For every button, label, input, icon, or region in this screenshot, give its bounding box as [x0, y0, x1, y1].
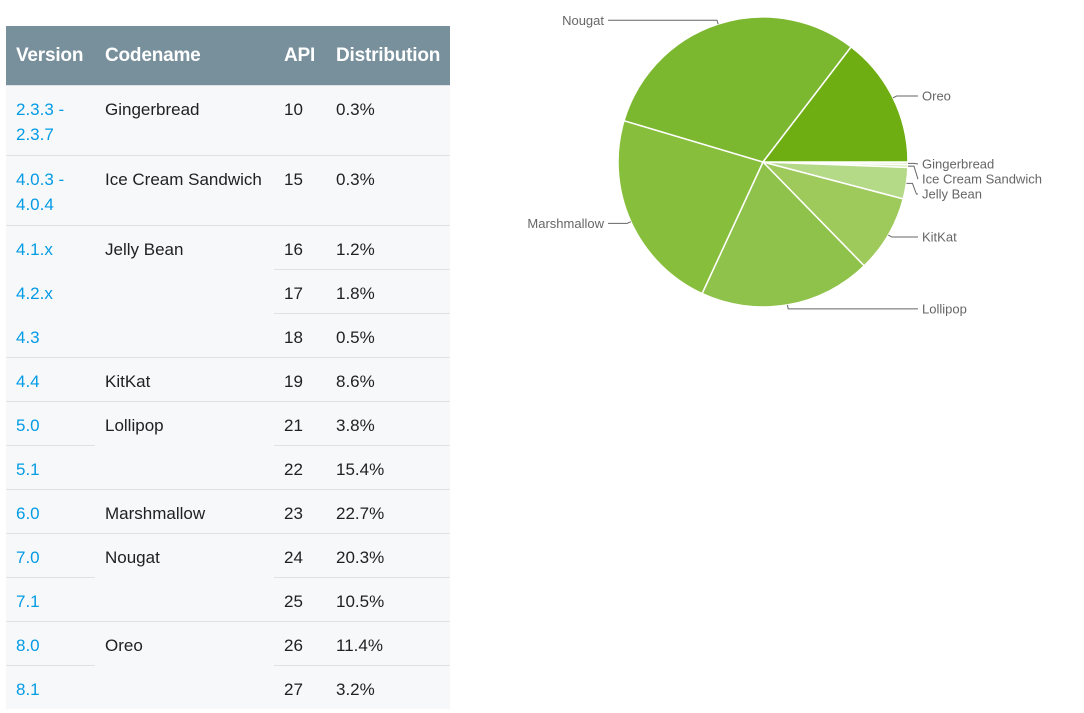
table-row: 2.3.3 -2.3.7 Gingerbread 10 0.3%: [6, 85, 450, 156]
codename-cell: Gingerbread: [95, 85, 274, 156]
distribution-cell: 3.2%: [326, 665, 450, 709]
codename-cell: Jelly Bean: [95, 225, 274, 358]
distribution-cell: 11.4%: [326, 621, 450, 666]
api-cell: 25: [274, 577, 326, 622]
distribution-cell: 0.5%: [326, 313, 450, 358]
api-cell: 17: [274, 269, 326, 314]
api-cell: 19: [274, 357, 326, 402]
table-row: 4.2.x 17 1.8%: [6, 269, 450, 314]
table-row: 5.1 22 15.4%: [6, 445, 450, 490]
leader-line-nougat: [608, 19, 719, 25]
codename-cell: Nougat: [95, 533, 274, 622]
version-link[interactable]: 5.0: [6, 401, 95, 446]
table-row: 8.1 27 3.2%: [6, 665, 450, 709]
api-cell: 26: [274, 621, 326, 666]
table-row: 4.0.3 -4.0.4 Ice Cream Sandwich 15 0.3%: [6, 155, 450, 226]
distribution-cell: 8.6%: [326, 357, 450, 402]
distribution-table-container: Version Codename API Distribution 2.3.3 …: [6, 26, 450, 709]
pie-label-marshmallow: Marshmallow: [527, 216, 604, 231]
pie-slice-lollipop[interactable]: [701, 160, 866, 308]
table-row: 4.4 KitKat 19 8.6%: [6, 357, 450, 402]
version-link[interactable]: 4.4: [6, 357, 95, 402]
pie-label-nougat: Nougat: [562, 13, 604, 28]
distribution-cell: 22.7%: [326, 489, 450, 534]
table-row: 5.0 Lollipop 21 3.8%: [6, 401, 450, 490]
api-cell: 18: [274, 313, 326, 358]
pie-slice-marshmallow[interactable]: [617, 119, 765, 295]
version-link[interactable]: 7.0: [6, 533, 95, 578]
api-cell: 15: [274, 155, 326, 226]
leader-line-ice-cream-sandwich: [907, 165, 919, 180]
header-distribution: Distribution: [326, 26, 450, 86]
version-link[interactable]: 8.1: [6, 665, 95, 709]
table-row: 7.1 25 10.5%: [6, 577, 450, 622]
pie-label-oreo: Oreo: [922, 89, 951, 104]
leader-line-marshmallow: [608, 221, 632, 224]
version-link[interactable]: 2.3.3 -2.3.7: [6, 85, 95, 156]
table-row: 6.0 Marshmallow 23 22.7%: [6, 489, 450, 534]
version-link[interactable]: 8.0: [6, 621, 95, 666]
distribution-cell: 3.8%: [326, 401, 450, 446]
version-link[interactable]: 4.2.x: [6, 269, 95, 314]
version-link[interactable]: 7.1: [6, 577, 95, 622]
pie-label-kitkat: KitKat: [922, 230, 957, 245]
codename-cell: Ice Cream Sandwich: [95, 155, 274, 226]
header-codename: Codename: [95, 26, 274, 86]
distribution-cell: 0.3%: [326, 155, 450, 226]
codename-cell: KitKat: [95, 357, 274, 402]
pie-label-lollipop: Lollipop: [922, 301, 967, 316]
pie-label-ice-cream-sandwich: Ice Cream Sandwich: [922, 172, 1042, 187]
table-row: 8.0 Oreo 26 11.4%: [6, 621, 450, 709]
api-cell: 21: [274, 401, 326, 446]
distribution-cell: 1.8%: [326, 269, 450, 314]
pie-label-jelly-bean: Jelly Bean: [922, 187, 982, 202]
api-cell: 22: [274, 445, 326, 490]
distribution-cell: 10.5%: [326, 577, 450, 622]
table-row: 4.1.x Jelly Bean 16 1.2%: [6, 225, 450, 358]
leader-line-oreo: [892, 95, 918, 99]
header-api: API: [274, 26, 326, 86]
table-header-row: Version Codename API Distribution: [6, 26, 450, 86]
distribution-table: Version Codename API Distribution 2.3.3 …: [6, 26, 450, 709]
version-link[interactable]: 4.3: [6, 313, 95, 358]
version-link[interactable]: 6.0: [6, 489, 95, 534]
table-row: 4.3 18 0.5%: [6, 313, 450, 358]
version-link[interactable]: 4.1.x: [6, 225, 95, 270]
api-cell: 23: [274, 489, 326, 534]
codename-cell: Lollipop: [95, 401, 274, 490]
pie-slices: [617, 16, 909, 308]
pie-label-gingerbread: Gingerbread: [922, 157, 994, 172]
api-cell: 10: [274, 85, 326, 156]
api-cell: 24: [274, 533, 326, 578]
api-cell: 16: [274, 225, 326, 270]
version-link[interactable]: 4.0.3 -4.0.4: [6, 155, 95, 226]
leader-line-kitkat: [888, 234, 918, 238]
distribution-cell: 0.3%: [326, 85, 450, 156]
api-cell: 27: [274, 665, 326, 709]
leader-line-lollipop: [786, 304, 918, 310]
header-version: Version: [6, 26, 95, 86]
leader-line-jelly-bean: [906, 182, 918, 195]
version-link[interactable]: 5.1: [6, 445, 95, 490]
distribution-cell: 20.3%: [326, 533, 450, 578]
distribution-cell: 15.4%: [326, 445, 450, 490]
pie-label-lines: [608, 19, 919, 310]
codename-cell: Oreo: [95, 621, 274, 709]
leader-line-gingerbread: [907, 162, 919, 165]
distribution-cell: 1.2%: [326, 225, 450, 270]
table-row: 7.0 Nougat 24 20.3%: [6, 533, 450, 622]
codename-cell: Marshmallow: [95, 489, 274, 534]
